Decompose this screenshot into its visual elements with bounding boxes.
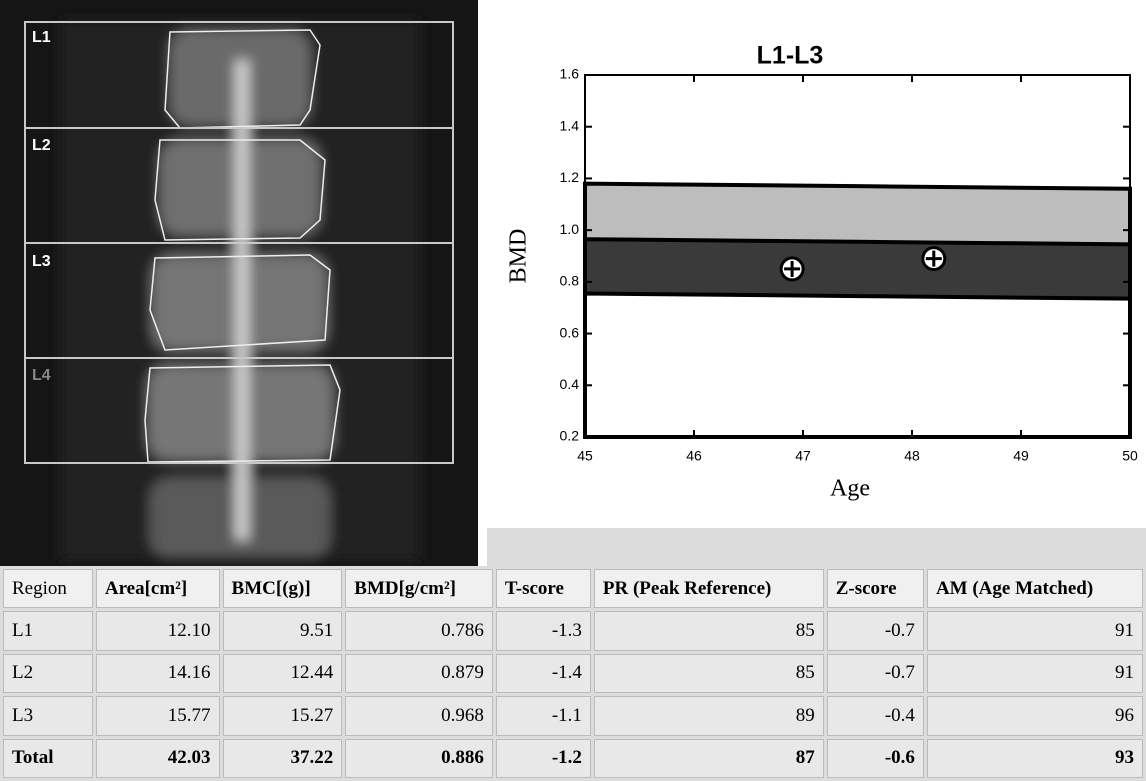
table-cell: 93	[927, 739, 1143, 778]
table-cell: -0.7	[827, 654, 924, 693]
table-cell: T-score	[496, 569, 591, 608]
table-cell: 15.27	[223, 696, 343, 735]
region-label: L1	[32, 29, 51, 46]
table-cell: 89	[594, 696, 824, 735]
table-cell: L2	[3, 654, 93, 693]
y-axis-label: BMD	[506, 229, 532, 284]
table-cell: 14.16	[96, 654, 220, 693]
table-cell: BMC[(g)]	[223, 569, 343, 608]
y-tick-label: 0.6	[560, 324, 580, 340]
x-tick-label: 45	[577, 448, 593, 464]
table-cell: 0.968	[345, 696, 493, 735]
x-tick-label: 47	[795, 448, 811, 464]
table-cell: -1.1	[496, 696, 591, 735]
y-tick-label: 1.6	[560, 66, 580, 82]
table-cell: 85	[594, 654, 824, 693]
spine	[60, 20, 420, 560]
band	[585, 293, 1130, 437]
table-cell: 12.10	[96, 611, 220, 650]
table-cell: Z-score	[827, 569, 924, 608]
point	[923, 248, 945, 270]
table-cell: -1.3	[496, 611, 591, 650]
table-cell: 91	[927, 654, 1143, 693]
table-cell: 12.44	[223, 654, 343, 693]
region-label: L2	[32, 137, 51, 154]
table-cell: 85	[594, 611, 824, 650]
table-cell: -0.4	[827, 696, 924, 735]
x-axis-label: Age	[830, 476, 870, 502]
x-tick-label: 50	[1122, 448, 1138, 464]
table-cell: L1	[3, 611, 93, 650]
table-cell: 0.886	[345, 739, 493, 778]
y-tick-label: 1.4	[560, 117, 580, 133]
region-label: L4	[32, 367, 51, 384]
y-tick-label: 1.0	[560, 221, 580, 237]
table-cell: -0.6	[827, 739, 924, 778]
table-cell: 9.51	[223, 611, 343, 650]
page: L1 L2 L3 L4 L1-L3 Age BMD 0.2 0.4 0.6 0.8 1.…	[0, 0, 1146, 781]
table-cell: -1.2	[496, 739, 591, 778]
table-cell: 37.22	[223, 739, 343, 778]
table-cell: 87	[594, 739, 824, 778]
y-tick-label: 0.4	[560, 376, 580, 392]
table-cell: 42.03	[96, 739, 220, 778]
y-tick-label: 1.2	[560, 169, 580, 185]
x-tick-label: 49	[1013, 448, 1029, 464]
chart-title: L1-L3	[757, 42, 824, 70]
table-cell: BMD[g/cm²]	[345, 569, 493, 608]
table-cell: 15.77	[96, 696, 220, 735]
table-cell: 0.786	[345, 611, 493, 650]
table-cell: Total	[3, 739, 93, 778]
table-cell: 91	[927, 611, 1143, 650]
point	[781, 258, 803, 280]
panel-bg	[487, 528, 1146, 568]
table-cell: AM (Age Matched)	[927, 569, 1143, 608]
table-cell: -0.7	[827, 611, 924, 650]
x-tick-label: 48	[904, 448, 920, 464]
table-cell: Region	[3, 569, 93, 608]
table-cell: L3	[3, 696, 93, 735]
table-cell: Area[cm²]	[96, 569, 220, 608]
x-tick-label: 46	[686, 448, 702, 464]
table-cell: -1.4	[496, 654, 591, 693]
y-tick-label: 0.8	[560, 273, 580, 289]
table-cell: PR (Peak Reference)	[594, 569, 824, 608]
region-label: L3	[32, 253, 51, 270]
y-tick-label: 0.2	[560, 428, 580, 444]
table-cell: 0.879	[345, 654, 493, 693]
table-cell: 96	[927, 696, 1143, 735]
